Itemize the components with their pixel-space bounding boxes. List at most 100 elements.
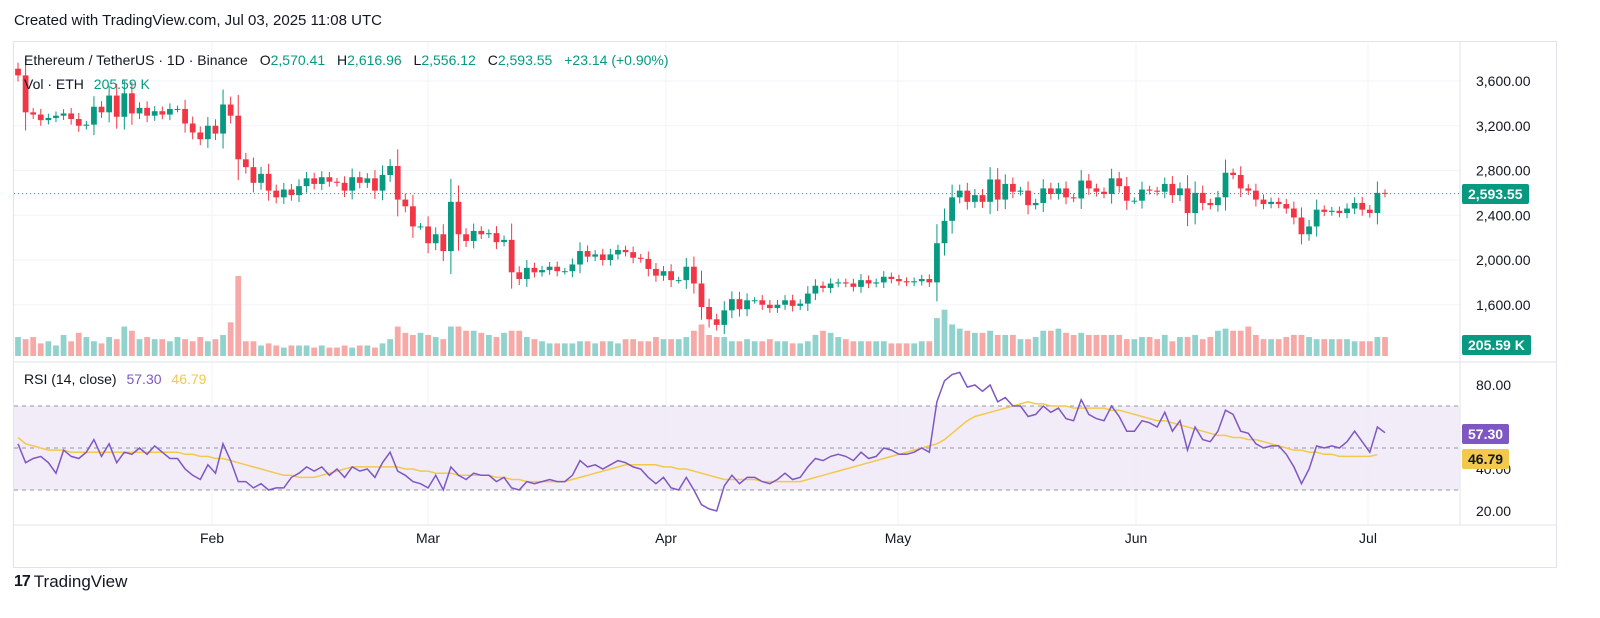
candle-body	[1207, 202, 1214, 206]
candle-body	[478, 230, 485, 235]
candle	[1055, 182, 1062, 200]
candle-body	[782, 300, 788, 305]
candle	[812, 279, 819, 301]
candle-body	[341, 182, 348, 191]
candle	[1108, 168, 1115, 204]
candle	[280, 183, 287, 204]
candle-body	[523, 267, 530, 280]
candle-body	[751, 300, 758, 302]
candle-body	[804, 293, 811, 304]
volume-label[interactable]: Vol · ETH	[24, 76, 84, 92]
candle-body	[288, 189, 295, 196]
volume-bar	[1184, 337, 1191, 356]
candle-body	[706, 306, 712, 320]
price-tick-label: 2,400.00	[1476, 207, 1531, 223]
candle-body	[653, 268, 659, 276]
symbol-label[interactable]: Ethereum / TetherUS · 1D · Binance	[24, 52, 248, 68]
candle-body	[972, 195, 978, 202]
volume-bar	[106, 337, 113, 356]
candle-body	[1009, 183, 1016, 192]
candle-body	[68, 113, 75, 120]
volume-bar	[432, 337, 439, 356]
candle-body	[174, 108, 181, 110]
candle-body	[1230, 172, 1236, 175]
candle	[1199, 185, 1206, 211]
volume-bar	[1328, 339, 1335, 356]
volume-legend: Vol · ETH 205.59 K	[24, 76, 152, 92]
volume-bar	[1306, 337, 1312, 356]
candle-body	[91, 106, 97, 125]
candle-body	[630, 252, 637, 258]
candle-body	[615, 249, 621, 255]
candle	[356, 171, 363, 189]
volume-bar	[691, 330, 697, 356]
rsi-tick-label: 20.00	[1476, 503, 1511, 519]
candle	[546, 262, 553, 275]
chart-frame[interactable]	[13, 41, 1557, 568]
candle	[584, 245, 591, 263]
volume-bar	[485, 334, 492, 356]
volume-bar	[45, 341, 52, 356]
volume-bar	[1351, 341, 1358, 356]
candle-body	[1306, 226, 1312, 235]
rsi-value: 57.30	[126, 371, 162, 387]
volume-bar	[68, 341, 75, 356]
volume-bar	[584, 341, 591, 356]
price-axis: 3,600.00 3,200.00 2,800.00 2,400.00 2,000.00…	[1476, 73, 1531, 519]
volume-bar	[721, 337, 728, 356]
volume-bar	[372, 347, 378, 356]
candle	[1245, 184, 1252, 195]
candle	[751, 296, 758, 304]
candle-body	[577, 251, 583, 265]
time-tick-label: Jun	[1125, 530, 1148, 546]
candle	[622, 245, 629, 257]
volume-bar	[873, 341, 880, 356]
rsi-label[interactable]: RSI (14, close)	[24, 371, 117, 387]
volume-bar	[956, 328, 963, 356]
candle-body	[159, 111, 166, 115]
candle	[91, 96, 97, 136]
candle-body	[53, 115, 59, 118]
volume-bar	[197, 337, 204, 356]
volume-bar	[1131, 339, 1138, 356]
tradingview-logo[interactable]: 17 TradingView	[14, 572, 127, 592]
volume-bar	[858, 341, 864, 356]
candle	[1237, 166, 1244, 198]
candle	[744, 293, 750, 317]
price-tick-label: 3,600.00	[1476, 73, 1531, 89]
candle-body	[22, 75, 29, 113]
candle	[736, 291, 743, 317]
candle-body	[1032, 202, 1039, 206]
candle-body	[75, 119, 82, 126]
open-value: 2,570.41	[270, 52, 326, 68]
candle	[501, 235, 507, 247]
candle	[554, 261, 561, 277]
volume-bar	[653, 337, 659, 356]
candle	[1154, 186, 1161, 196]
candle	[637, 253, 644, 263]
candle-body	[485, 233, 492, 235]
candle-body	[554, 266, 561, 272]
candle-body	[584, 251, 591, 257]
candle-body	[410, 206, 416, 227]
volume-bar	[136, 339, 143, 356]
candle	[911, 277, 918, 287]
volume-bar	[212, 339, 219, 356]
volume-bar	[683, 337, 690, 356]
volume-bar	[926, 341, 933, 356]
candle	[1131, 197, 1138, 205]
candle	[121, 80, 128, 130]
volume-bar	[660, 339, 667, 356]
candle-body	[744, 300, 750, 310]
candle	[1313, 199, 1320, 237]
candle	[577, 242, 583, 274]
candle	[1321, 205, 1328, 217]
candle	[1290, 201, 1297, 225]
volume-bar	[1359, 341, 1366, 356]
candle	[45, 113, 52, 125]
candle	[402, 193, 409, 213]
candle-body	[728, 299, 735, 311]
volume-bar	[508, 330, 515, 356]
candle-body	[994, 179, 1001, 200]
